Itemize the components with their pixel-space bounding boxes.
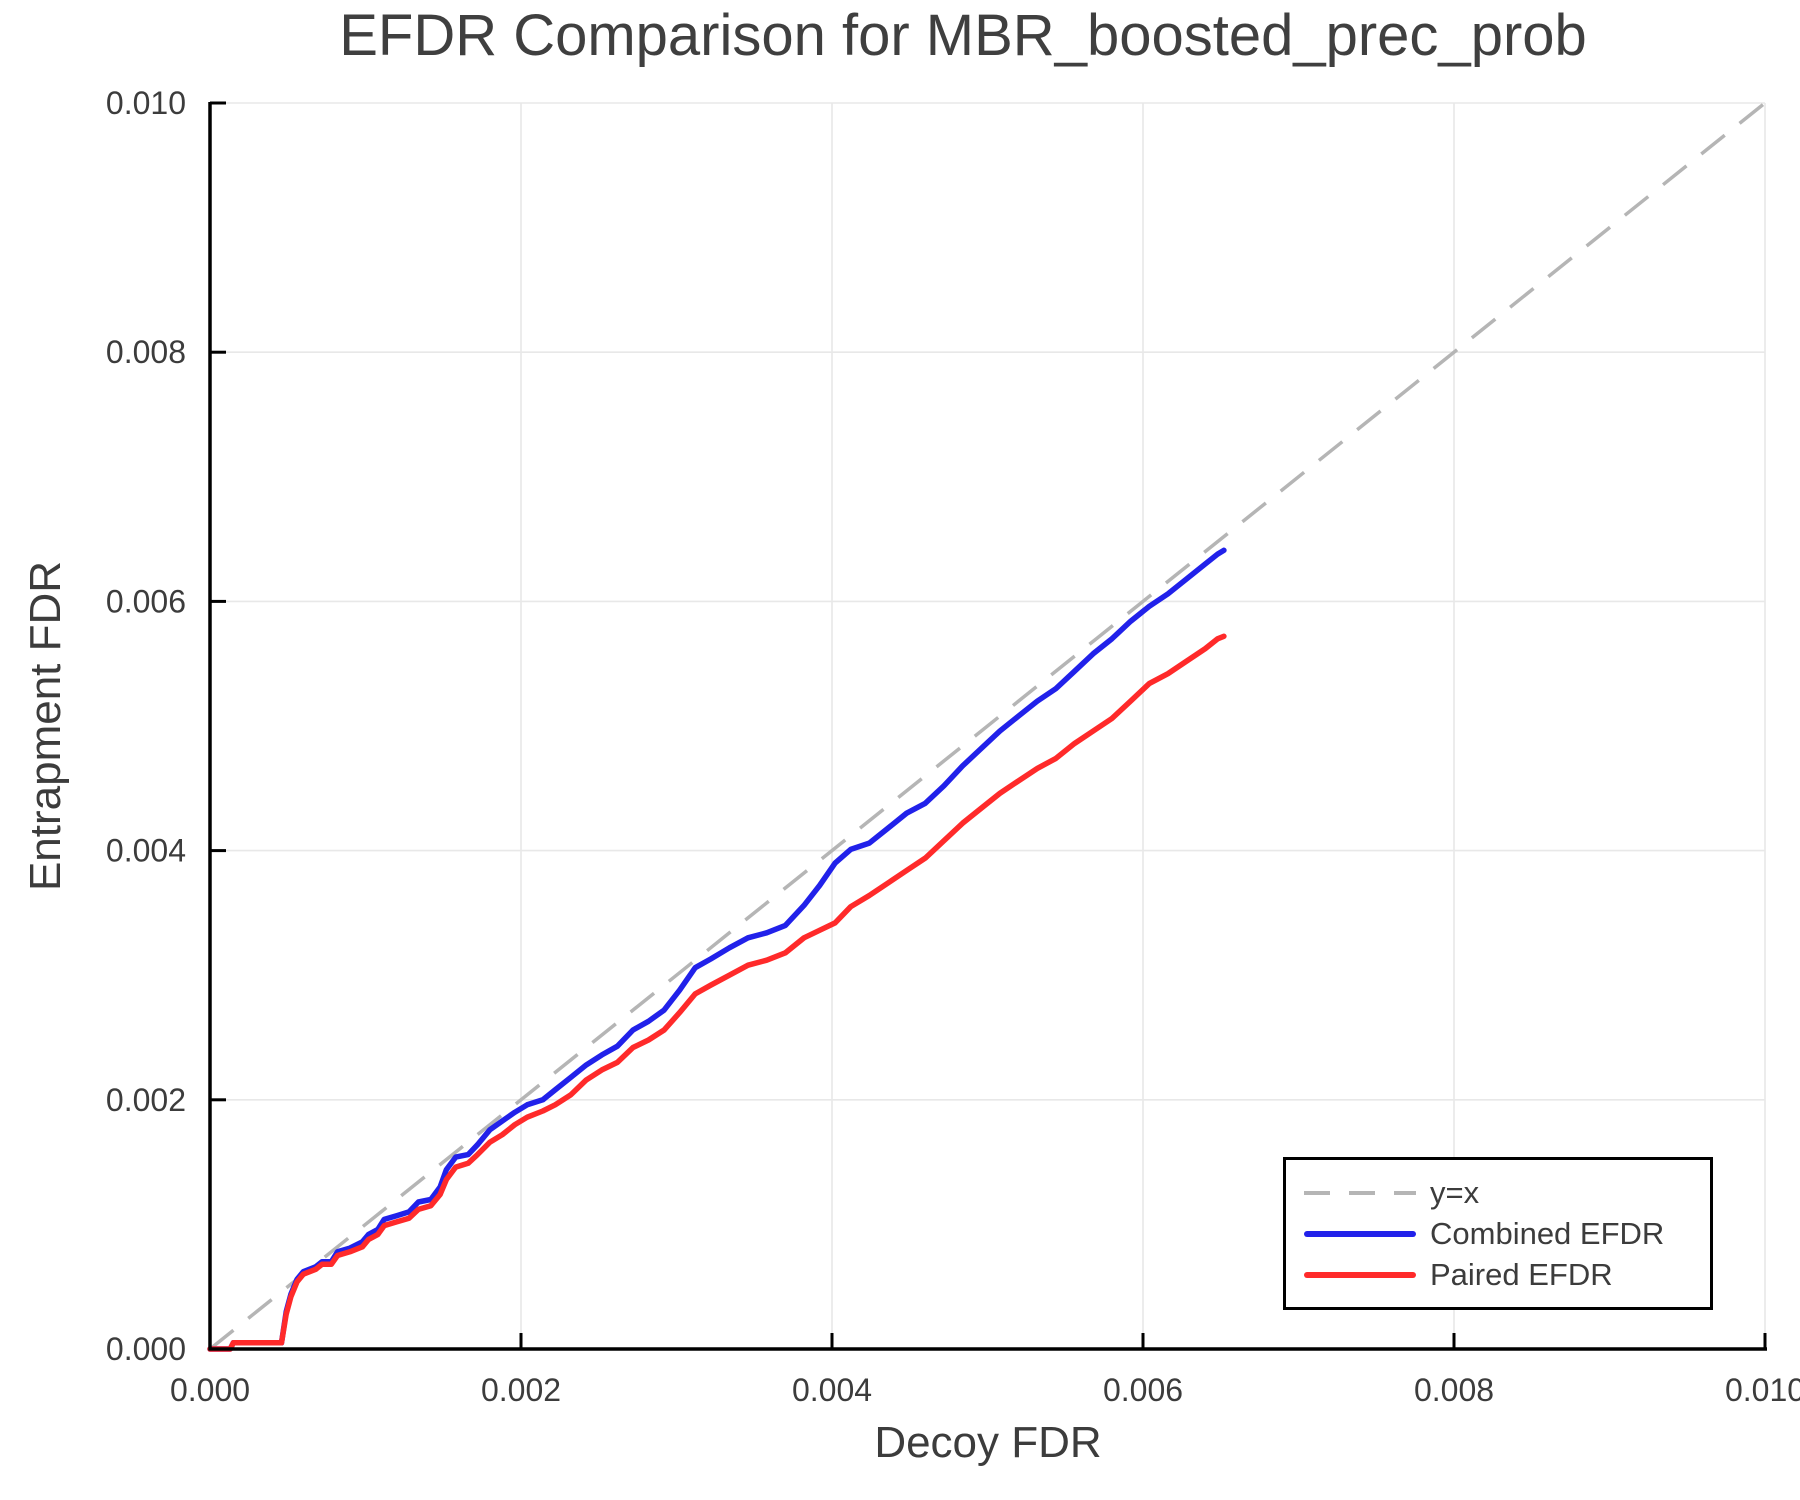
y-tick-label: 0.008 xyxy=(106,334,186,370)
legend-item-paired-efdr: Paired EFDR xyxy=(1304,1258,1710,1292)
series-line-combined-efdr xyxy=(207,547,1227,1352)
x-tick-label: 0.004 xyxy=(792,1372,872,1408)
legend-label: y=x xyxy=(1430,1175,1480,1210)
chart-title: EFDR Comparison for MBR_boosted_prec_pro… xyxy=(339,3,1587,68)
x-tick-label: 0.002 xyxy=(481,1372,561,1408)
x-tick-label: 0.000 xyxy=(170,1372,250,1408)
legend-item-yx: y=x xyxy=(1304,1176,1710,1210)
y-tick-label: 0.010 xyxy=(106,85,186,121)
x-tick-label: 0.010 xyxy=(1725,1372,1800,1408)
y-tick-label: 0.000 xyxy=(106,1331,186,1367)
legend-label: Combined EFDR xyxy=(1430,1216,1665,1251)
legend: y=x Combined EFDR Paired EFDR xyxy=(1283,1157,1713,1310)
x-tick-label: 0.008 xyxy=(1414,1372,1494,1408)
x-axis-label: Decoy FDR xyxy=(874,1418,1102,1467)
y-tick-label: 0.004 xyxy=(106,833,186,869)
dashed-line-sample-icon xyxy=(1304,1190,1416,1195)
y-tick-label: 0.006 xyxy=(106,583,186,619)
series-line-paired-efdr xyxy=(207,633,1227,1352)
legend-label: Paired EFDR xyxy=(1430,1257,1613,1292)
red-line-sample-icon xyxy=(1304,1271,1416,1278)
x-tick-label: 0.006 xyxy=(1103,1372,1183,1408)
legend-item-combined-efdr: Combined EFDR xyxy=(1304,1217,1710,1251)
series-line-y-x xyxy=(208,101,1767,1351)
y-tick-label: 0.002 xyxy=(106,1082,186,1118)
blue-line-sample-icon xyxy=(1304,1230,1416,1237)
y-axis-label: Entrapment FDR xyxy=(21,560,70,892)
